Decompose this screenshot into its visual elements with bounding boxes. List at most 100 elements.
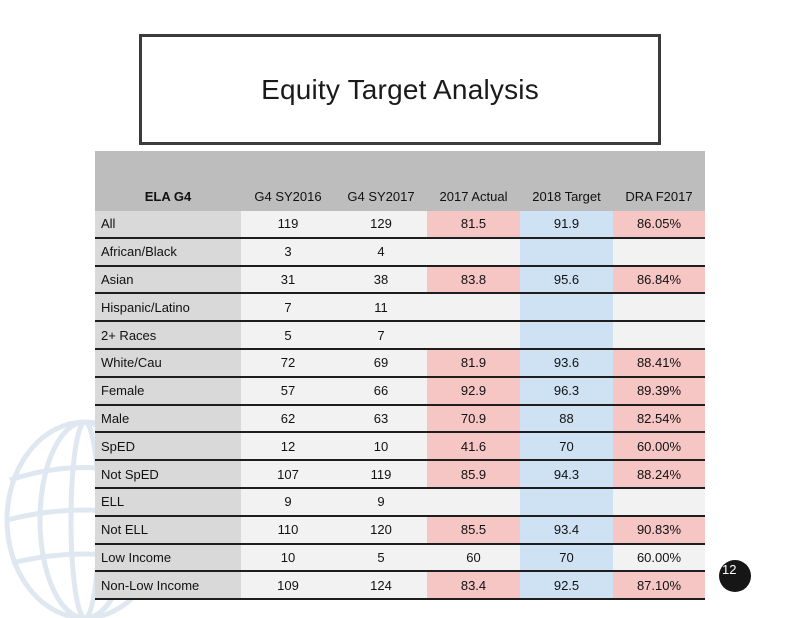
- cell-dra-f2017: 87.10%: [613, 571, 705, 601]
- cell-2017-actual: 85.9: [427, 460, 520, 489]
- cell-2017-actual: [427, 237, 520, 267]
- table-row: SpED 12 10 41.6 70 60.00%: [95, 432, 705, 462]
- cell-g4-sy2017: 129: [335, 211, 427, 239]
- cell-2017-actual: [427, 321, 520, 350]
- cell-group-label: Hispanic/Latino: [95, 293, 241, 323]
- cell-2018-target: 96.3: [520, 376, 613, 406]
- cell-g4-sy2016: 57: [241, 376, 335, 406]
- cell-g4-sy2017: 63: [335, 404, 427, 434]
- cell-group-label: Low Income: [95, 543, 241, 573]
- column-header-g4-sy2017: G4 SY2017: [335, 151, 427, 211]
- table-row: 2+ Races 5 7: [95, 321, 705, 350]
- cell-dra-f2017: 89.39%: [613, 376, 705, 406]
- cell-g4-sy2017: 120: [335, 515, 427, 545]
- slide-title: Equity Target Analysis: [139, 34, 661, 145]
- cell-g4-sy2016: 5: [241, 321, 335, 350]
- cell-dra-f2017: 86.84%: [613, 265, 705, 295]
- table-row: Male 62 63 70.9 88 82.54%: [95, 404, 705, 434]
- cell-dra-f2017: 82.54%: [613, 404, 705, 434]
- cell-group-label: Asian: [95, 265, 241, 295]
- cell-group-label: Non-Low Income: [95, 571, 241, 601]
- table-header-row: ELA G4 G4 SY2016 G4 SY2017 2017 Actual 2…: [95, 151, 705, 211]
- cell-g4-sy2017: 11: [335, 293, 427, 323]
- cell-2017-actual: 85.5: [427, 515, 520, 545]
- table-row: Low Income 10 5 60 70 60.00%: [95, 543, 705, 573]
- cell-dra-f2017: 86.05%: [613, 211, 705, 239]
- cell-dra-f2017: 60.00%: [613, 543, 705, 573]
- cell-group-label: All: [95, 211, 241, 239]
- page-number-badge: 12: [719, 560, 751, 592]
- cell-g4-sy2016: 31: [241, 265, 335, 295]
- cell-g4-sy2017: 4: [335, 237, 427, 267]
- cell-dra-f2017: 88.41%: [613, 348, 705, 378]
- cell-g4-sy2016: 109: [241, 571, 335, 601]
- cell-2018-target: 93.6: [520, 348, 613, 378]
- cell-group-label: ELL: [95, 487, 241, 517]
- cell-2017-actual: 83.8: [427, 265, 520, 295]
- cell-2018-target: 92.5: [520, 571, 613, 601]
- cell-g4-sy2016: 10: [241, 543, 335, 573]
- table-row: Female 57 66 92.9 96.3 89.39%: [95, 376, 705, 406]
- cell-group-label: Not SpED: [95, 460, 241, 489]
- column-header-ela-g4: ELA G4: [95, 151, 241, 211]
- table-row: Not ELL 110 120 85.5 93.4 90.83%: [95, 515, 705, 545]
- table-row: Non-Low Income 109 124 83.4 92.5 87.10%: [95, 571, 705, 601]
- table-row: All 119 129 81.5 91.9 86.05%: [95, 211, 705, 239]
- cell-g4-sy2016: 107: [241, 460, 335, 489]
- cell-g4-sy2017: 7: [335, 321, 427, 350]
- cell-dra-f2017: 88.24%: [613, 460, 705, 489]
- cell-2018-target: [520, 487, 613, 517]
- cell-g4-sy2016: 110: [241, 515, 335, 545]
- cell-g4-sy2017: 124: [335, 571, 427, 601]
- table-row: White/Cau 72 69 81.9 93.6 88.41%: [95, 348, 705, 378]
- table-row: Hispanic/Latino 7 11: [95, 293, 705, 323]
- cell-group-label: African/Black: [95, 237, 241, 267]
- cell-g4-sy2016: 7: [241, 293, 335, 323]
- cell-dra-f2017: [613, 487, 705, 517]
- cell-g4-sy2017: 66: [335, 376, 427, 406]
- cell-2018-target: [520, 321, 613, 350]
- equity-table: ELA G4 G4 SY2016 G4 SY2017 2017 Actual 2…: [95, 151, 705, 601]
- cell-2017-actual: [427, 293, 520, 323]
- column-header-2017-actual: 2017 Actual: [427, 151, 520, 211]
- cell-g4-sy2017: 69: [335, 348, 427, 378]
- cell-2017-actual: 83.4: [427, 571, 520, 601]
- cell-group-label: 2+ Races: [95, 321, 241, 350]
- column-header-dra-f2017: DRA F2017: [613, 151, 705, 211]
- cell-g4-sy2017: 5: [335, 543, 427, 573]
- cell-2018-target: 94.3: [520, 460, 613, 489]
- cell-group-label: Female: [95, 376, 241, 406]
- cell-g4-sy2016: 12: [241, 432, 335, 462]
- cell-group-label: SpED: [95, 432, 241, 462]
- cell-2017-actual: [427, 487, 520, 517]
- cell-2018-target: 95.6: [520, 265, 613, 295]
- column-header-g4-sy2016: G4 SY2016: [241, 151, 335, 211]
- cell-2017-actual: 70.9: [427, 404, 520, 434]
- cell-dra-f2017: [613, 293, 705, 323]
- cell-2018-target: 88: [520, 404, 613, 434]
- cell-g4-sy2016: 72: [241, 348, 335, 378]
- cell-g4-sy2017: 10: [335, 432, 427, 462]
- table-row: ELL 9 9: [95, 487, 705, 517]
- cell-g4-sy2017: 119: [335, 460, 427, 489]
- cell-2018-target: 70: [520, 432, 613, 462]
- cell-2017-actual: 81.5: [427, 211, 520, 239]
- cell-g4-sy2016: 9: [241, 487, 335, 517]
- cell-dra-f2017: 60.00%: [613, 432, 705, 462]
- cell-2018-target: [520, 237, 613, 267]
- cell-g4-sy2016: 119: [241, 211, 335, 239]
- cell-group-label: Not ELL: [95, 515, 241, 545]
- table-row: Asian 31 38 83.8 95.6 86.84%: [95, 265, 705, 295]
- cell-g4-sy2017: 38: [335, 265, 427, 295]
- cell-2017-actual: 81.9: [427, 348, 520, 378]
- cell-group-label: Male: [95, 404, 241, 434]
- cell-2018-target: 70: [520, 543, 613, 573]
- cell-dra-f2017: 90.83%: [613, 515, 705, 545]
- cell-dra-f2017: [613, 321, 705, 350]
- cell-2018-target: [520, 293, 613, 323]
- cell-g4-sy2016: 62: [241, 404, 335, 434]
- cell-group-label: White/Cau: [95, 348, 241, 378]
- cell-g4-sy2017: 9: [335, 487, 427, 517]
- cell-2018-target: 93.4: [520, 515, 613, 545]
- cell-dra-f2017: [613, 237, 705, 267]
